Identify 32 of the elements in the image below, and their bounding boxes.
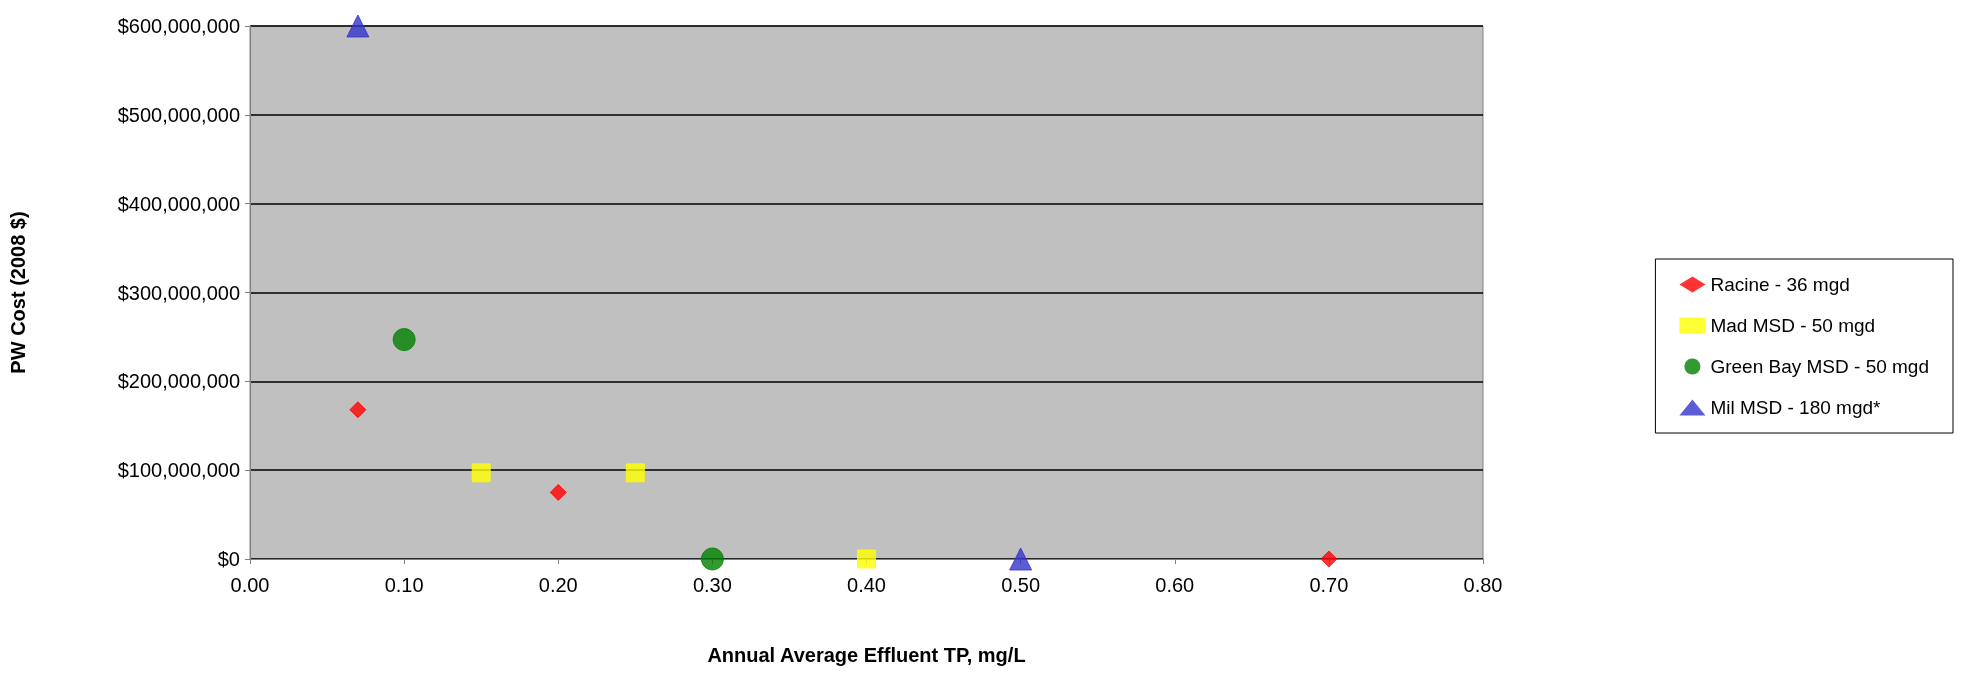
y-tick-label: $100,000,000 [117, 459, 240, 482]
x-tick-label: 0.50 [1001, 574, 1041, 596]
legend-label: Mad MSD - 50 mgd [1710, 315, 1876, 336]
x-tick-label: 0.60 [1155, 574, 1195, 596]
legend-label: Racine - 36 mgd [1710, 274, 1850, 295]
x-tick-label: 0.00 [230, 574, 270, 596]
legend-label: Green Bay MSD - 50 mgd [1710, 356, 1930, 377]
point [346, 14, 370, 38]
y-axis-title: PW Cost (2008 $) [7, 211, 29, 374]
x-tick-label: 0.80 [1463, 574, 1503, 596]
x-tick-label: 0.30 [692, 574, 732, 596]
y-tick-label: $400,000,000 [117, 192, 240, 215]
legend-label: Mil MSD - 180 mgd* [1710, 397, 1882, 418]
point [471, 463, 491, 483]
y-tick-label: $200,000,000 [117, 370, 240, 393]
y-tick-label: $500,000,000 [117, 103, 240, 126]
x-tick-label: 0.20 [538, 574, 578, 596]
point [349, 401, 367, 419]
point [857, 549, 876, 569]
point [700, 547, 724, 571]
x-tick-label: 0.10 [384, 574, 424, 596]
point [1320, 550, 1338, 568]
point [392, 328, 416, 352]
x-tick-label: 0.40 [847, 574, 886, 596]
x-axis-title: Annual Average Effluent TP, mg/L [707, 644, 1026, 666]
point [549, 483, 567, 501]
y-tick-label: $600,000,000 [117, 15, 240, 37]
y-tick-label: $0 [217, 548, 240, 570]
x-tick-label: 0.70 [1309, 574, 1349, 596]
point [1009, 547, 1033, 571]
point [625, 463, 645, 483]
y-tick-label: $300,000,000 [117, 281, 240, 304]
